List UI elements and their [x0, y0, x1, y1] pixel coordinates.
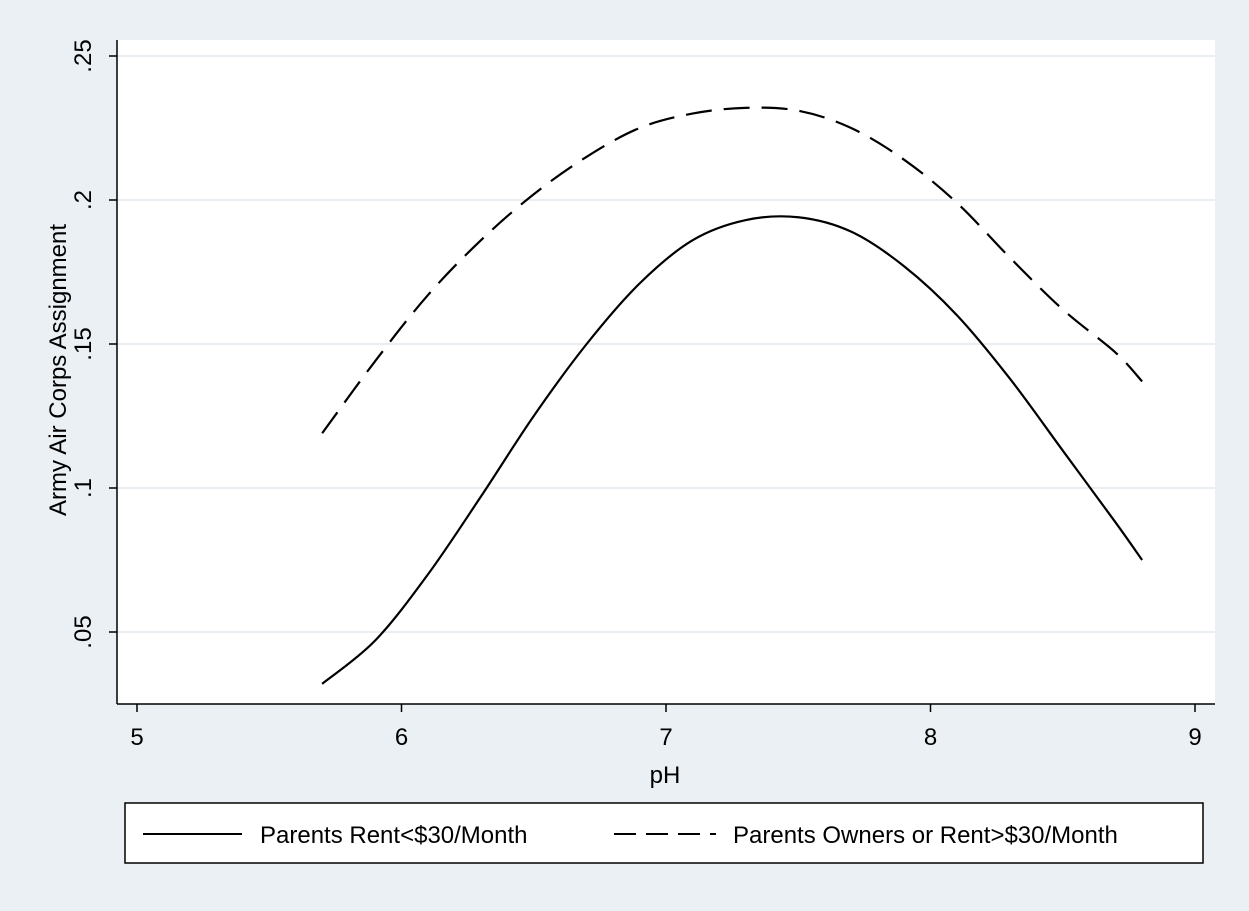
series-layer: [321, 106, 1143, 685]
plot-area: [117, 40, 1215, 704]
x-tick-label: 7: [659, 724, 672, 751]
y-tick-label: .2: [70, 190, 97, 210]
x-axis-label: pH: [650, 762, 681, 789]
legend: Parents Rent<$30/Month Parents Owners or…: [124, 802, 1204, 864]
axes-layer: .05 .1 .15 .2 .25 5 6 7 8 9: [70, 39, 1215, 751]
x-tick-label: 8: [924, 724, 937, 751]
y-tick-label: .25: [70, 39, 97, 72]
y-tick-label: .1: [70, 478, 97, 498]
legend-label-rent-under-30: Parents Rent<$30/Month: [260, 822, 528, 849]
x-tick-label: 9: [1188, 724, 1201, 751]
y-axis-label: Army Air Corps Assignment: [45, 224, 72, 516]
x-tick-label: 6: [395, 724, 408, 751]
x-tick-label: 5: [130, 724, 143, 751]
series-line-rent-under-30: [321, 215, 1143, 685]
legend-label-owners-or-rent-over-30: Parents Owners or Rent>$30/Month: [733, 822, 1118, 849]
grid-layer: [117, 55, 1215, 633]
series-line-owners-or-rent-over-30: [321, 106, 1143, 434]
y-tick-label: .05: [70, 615, 97, 648]
y-tick-label: .15: [70, 327, 97, 360]
legend-box: [124, 802, 1204, 864]
